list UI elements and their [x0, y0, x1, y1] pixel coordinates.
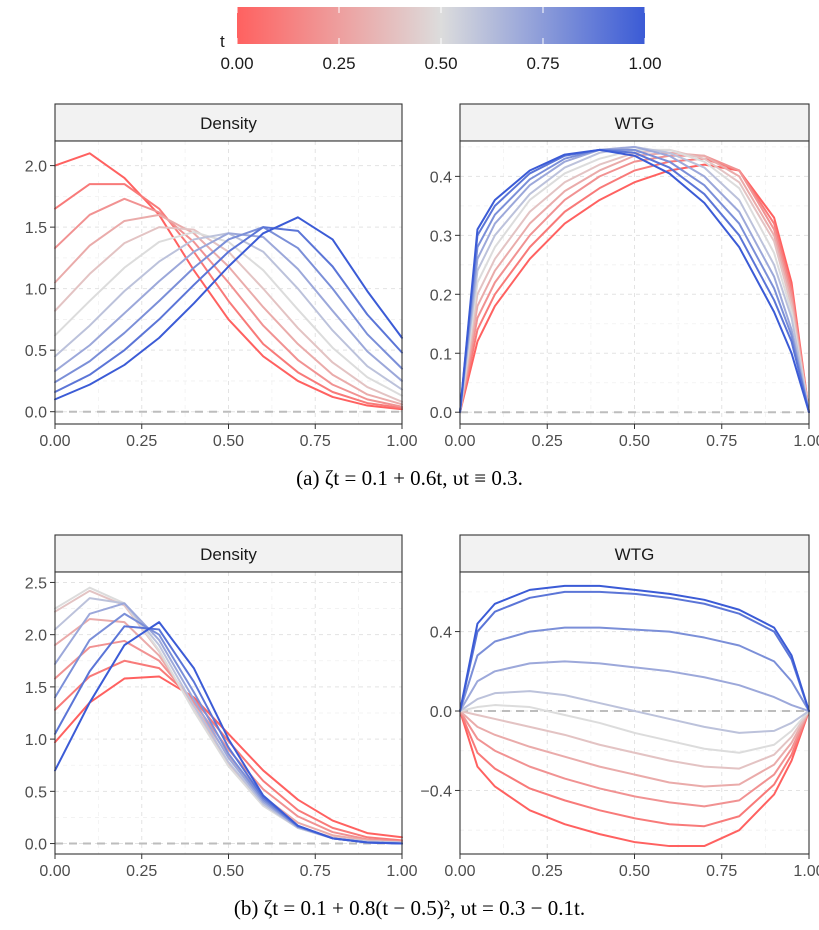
y-tick-label: 0.4	[430, 625, 452, 642]
y-tick-label: 0.0	[430, 405, 452, 422]
facet-strip	[54, 103, 403, 142]
series-line-7	[459, 660, 810, 713]
facet-strip-label: Density	[200, 545, 257, 564]
series-line-5	[54, 231, 403, 397]
series-line-10	[54, 621, 403, 845]
x-tick-label: 1.00	[386, 863, 417, 880]
legend-tick-label: 0.00	[220, 54, 253, 73]
x-tick-label: 1.00	[386, 433, 417, 450]
series-line-3	[54, 618, 403, 844]
series-line-0	[54, 152, 403, 411]
colorbar-legend: t 0.00 0.25 0.50 0.75 1.00	[220, 7, 662, 73]
series-line-1	[54, 183, 403, 409]
series-line-0	[459, 710, 810, 848]
x-tick-label: 0.00	[39, 433, 70, 450]
legend-tick-label: 0.50	[424, 54, 457, 73]
y-tick-label: 0.0	[25, 405, 47, 422]
series-line-6	[459, 690, 810, 734]
facet-strip-label: Density	[200, 114, 257, 133]
facet-strip	[54, 534, 403, 573]
x-tick-label: 0.00	[444, 433, 475, 450]
y-tick-label: 0.5	[25, 784, 47, 801]
chart-panel-4: WTG 0.00 0.25 0.50 0.75 1.00 −0.4 0.0 0.4	[420, 534, 819, 880]
series-line-7	[459, 145, 810, 414]
series-line-0	[54, 675, 403, 839]
y-tick-label: 0.1	[430, 346, 452, 363]
x-tick-label: 0.75	[300, 433, 331, 450]
series-line-10	[459, 584, 810, 713]
y-tick-label: 0.4	[430, 169, 452, 186]
series-line-8	[54, 226, 403, 384]
y-tick-label: 1.5	[25, 220, 47, 237]
series-line-5	[459, 704, 810, 754]
y-tick-label: 1.0	[25, 732, 47, 749]
series-line-9	[54, 226, 403, 394]
x-tick-label: 0.25	[532, 863, 563, 880]
x-tick-label: 0.50	[213, 863, 244, 880]
series-line-8	[459, 626, 810, 713]
legend-tick-label: 1.00	[628, 54, 661, 73]
x-tick-label: 0.25	[126, 863, 157, 880]
y-tick-label: 0.5	[25, 343, 47, 360]
x-tick-label: 0.00	[444, 863, 475, 880]
series-line-7	[54, 232, 403, 382]
y-tick-label: 2.5	[25, 575, 47, 592]
legend-title: t	[220, 32, 225, 51]
series-line-4	[459, 710, 810, 770]
legend-tick-label: 0.75	[526, 54, 559, 73]
y-tick-label: 0.3	[430, 228, 452, 245]
series-line-2	[459, 154, 810, 414]
y-tick-label: −0.4	[420, 783, 452, 800]
y-tick-label: 1.5	[25, 680, 47, 697]
series-line-2	[54, 197, 403, 408]
x-tick-label: 0.75	[706, 863, 737, 880]
series-line-1	[459, 710, 810, 828]
x-tick-label: 0.50	[213, 433, 244, 450]
x-tick-label: 0.00	[39, 863, 70, 880]
chart-panel-1: Density 0.00 0.25 0.50 0.75 1.00 0.0 0.5 1.0 1.5 2…	[25, 103, 418, 450]
x-tick-label: 1.00	[793, 433, 819, 450]
series-line-10	[54, 216, 403, 401]
x-tick-label: 0.25	[126, 433, 157, 450]
facet-strip	[459, 534, 810, 573]
series-line-9	[459, 148, 810, 414]
series-line-2	[54, 639, 403, 843]
x-tick-label: 0.50	[619, 863, 650, 880]
y-tick-label: 0.2	[430, 287, 452, 304]
chart-panel-3: Density 0.00 0.25 0.50 0.75 1.00 0.0 0.5 1.0 1.5 2…	[25, 534, 418, 880]
x-tick-label: 0.50	[619, 433, 650, 450]
y-tick-label: 1.0	[25, 282, 47, 299]
y-tick-label: 2.0	[25, 628, 47, 645]
caption-a: (a) ζt = 0.1 + 0.6t, υt ≡ 0.3.	[296, 466, 523, 490]
legend-tick-label: 0.25	[322, 54, 355, 73]
y-tick-label: 2.0	[25, 159, 47, 176]
caption-b: (b) ζt = 0.1 + 0.8(t − 0.5)², υt = 0.3 −…	[233, 896, 586, 920]
colorbar	[237, 7, 645, 44]
y-tick-label: 0.0	[25, 837, 47, 854]
facet-strip-label: WTG	[615, 114, 655, 133]
series-line-10	[459, 148, 810, 414]
facet-strip-label: WTG	[615, 545, 655, 564]
x-tick-label: 1.00	[793, 863, 819, 880]
facet-strip	[459, 103, 810, 142]
series-line-1	[459, 157, 810, 414]
x-tick-label: 0.75	[300, 863, 331, 880]
y-tick-label: 0.0	[430, 704, 452, 721]
series-line-0	[459, 163, 810, 414]
series-line-2	[459, 710, 810, 808]
series-line-8	[459, 148, 810, 414]
series-line-3	[459, 710, 810, 788]
chart-panel-2: WTG 0.00 0.25 0.50 0.75 1.00 0.0 0.1 0.2 0.3 0.4	[430, 103, 819, 450]
series-line-9	[459, 590, 810, 713]
x-tick-label: 0.75	[706, 433, 737, 450]
x-tick-label: 0.25	[532, 433, 563, 450]
